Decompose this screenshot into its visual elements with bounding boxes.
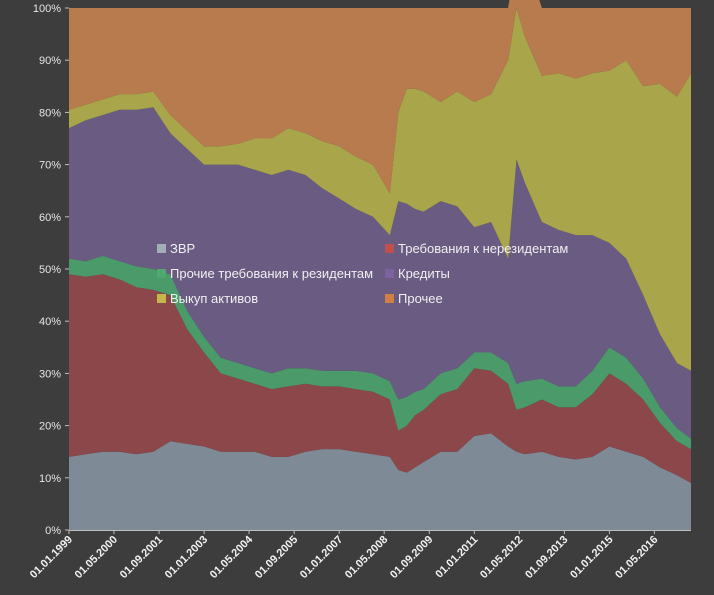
x-tick-label: 01.05.2012 (478, 534, 525, 581)
area-series-group (69, 0, 691, 530)
legend-swatch-credits (385, 269, 394, 278)
y-tick-label: 100% (33, 3, 61, 15)
legend-item-asset-buyback[interactable]: Выкуп активов (157, 291, 258, 306)
area-series-2 (69, 255, 691, 450)
legend-item-other[interactable]: Прочее (385, 291, 443, 306)
legend-item-nonresident-claims[interactable]: Требования к нерезидентам (385, 241, 568, 256)
legend-item-resident-claims[interactable]: Прочие требования к резидентам (157, 266, 373, 281)
legend-swatch-nonresident-claims (385, 244, 394, 253)
y-tick-label: 10% (39, 473, 61, 485)
y-tick-label: 20% (39, 421, 61, 433)
y-tick-label: 30% (39, 368, 61, 380)
legend-label-other: Прочее (398, 291, 443, 306)
x-tick-label: 01.01.2011 (433, 534, 480, 581)
legend-swatch-asset-buyback (157, 294, 166, 303)
x-tick-label: 01.01.2007 (298, 534, 345, 581)
legend-swatch-resident-claims (157, 269, 166, 278)
x-tick-label: 01.09.2009 (388, 534, 435, 581)
legend-label-resident-claims: Прочие требования к резидентам (170, 266, 373, 281)
legend-item-zvr[interactable]: ЗВР (157, 241, 195, 256)
x-tick-label: 01.05.2004 (208, 533, 256, 581)
legend: ЗВР Требования к нерезидентам Прочие тре… (157, 241, 568, 306)
y-tick-label: 70% (39, 160, 61, 172)
y-tick-label: 60% (39, 212, 61, 224)
legend-item-credits[interactable]: Кредиты (385, 266, 450, 281)
area-series-1 (69, 274, 691, 483)
x-axis-ticks: 01.01.199901.05.200001.09.200101.01.2003… (28, 530, 661, 581)
y-tick-label: 80% (39, 107, 61, 119)
area-series-3 (69, 107, 691, 439)
legend-label-zvr: ЗВР (170, 241, 195, 256)
x-tick-label: 01.05.2008 (343, 534, 390, 581)
y-tick-label: 90% (39, 55, 61, 67)
y-axis-ticks: 0% 10% 20% 30% 40% 50% 60% 70% 80% 90% 100% (33, 3, 69, 537)
x-tick-label: 01.01.2015 (568, 534, 615, 581)
x-tick-label: 01.09.2005 (253, 534, 300, 581)
y-tick-label: 0% (45, 525, 61, 537)
x-tick-label: 01.05.2000 (73, 534, 120, 581)
legend-label-credits: Кредиты (398, 266, 450, 281)
legend-swatch-other (385, 294, 394, 303)
area-series-0 (69, 433, 691, 530)
legend-swatch-zvr (157, 244, 166, 253)
y-tick-label: 40% (39, 316, 61, 328)
area-series-4 (69, 8, 691, 371)
x-tick-label: 01.09.2001 (118, 534, 165, 581)
x-tick-label: 01.01.2003 (163, 534, 210, 581)
x-tick-label: 01.05.2016 (613, 534, 660, 581)
x-tick-label: 01.09.2013 (523, 534, 570, 581)
x-tick-label: 01.01.1999 (28, 534, 75, 581)
legend-label-asset-buyback: Выкуп активов (170, 291, 258, 306)
y-tick-label: 50% (39, 264, 61, 276)
legend-label-nonresident-claims: Требования к нерезидентам (398, 241, 568, 256)
area-series-5 (69, 0, 691, 194)
